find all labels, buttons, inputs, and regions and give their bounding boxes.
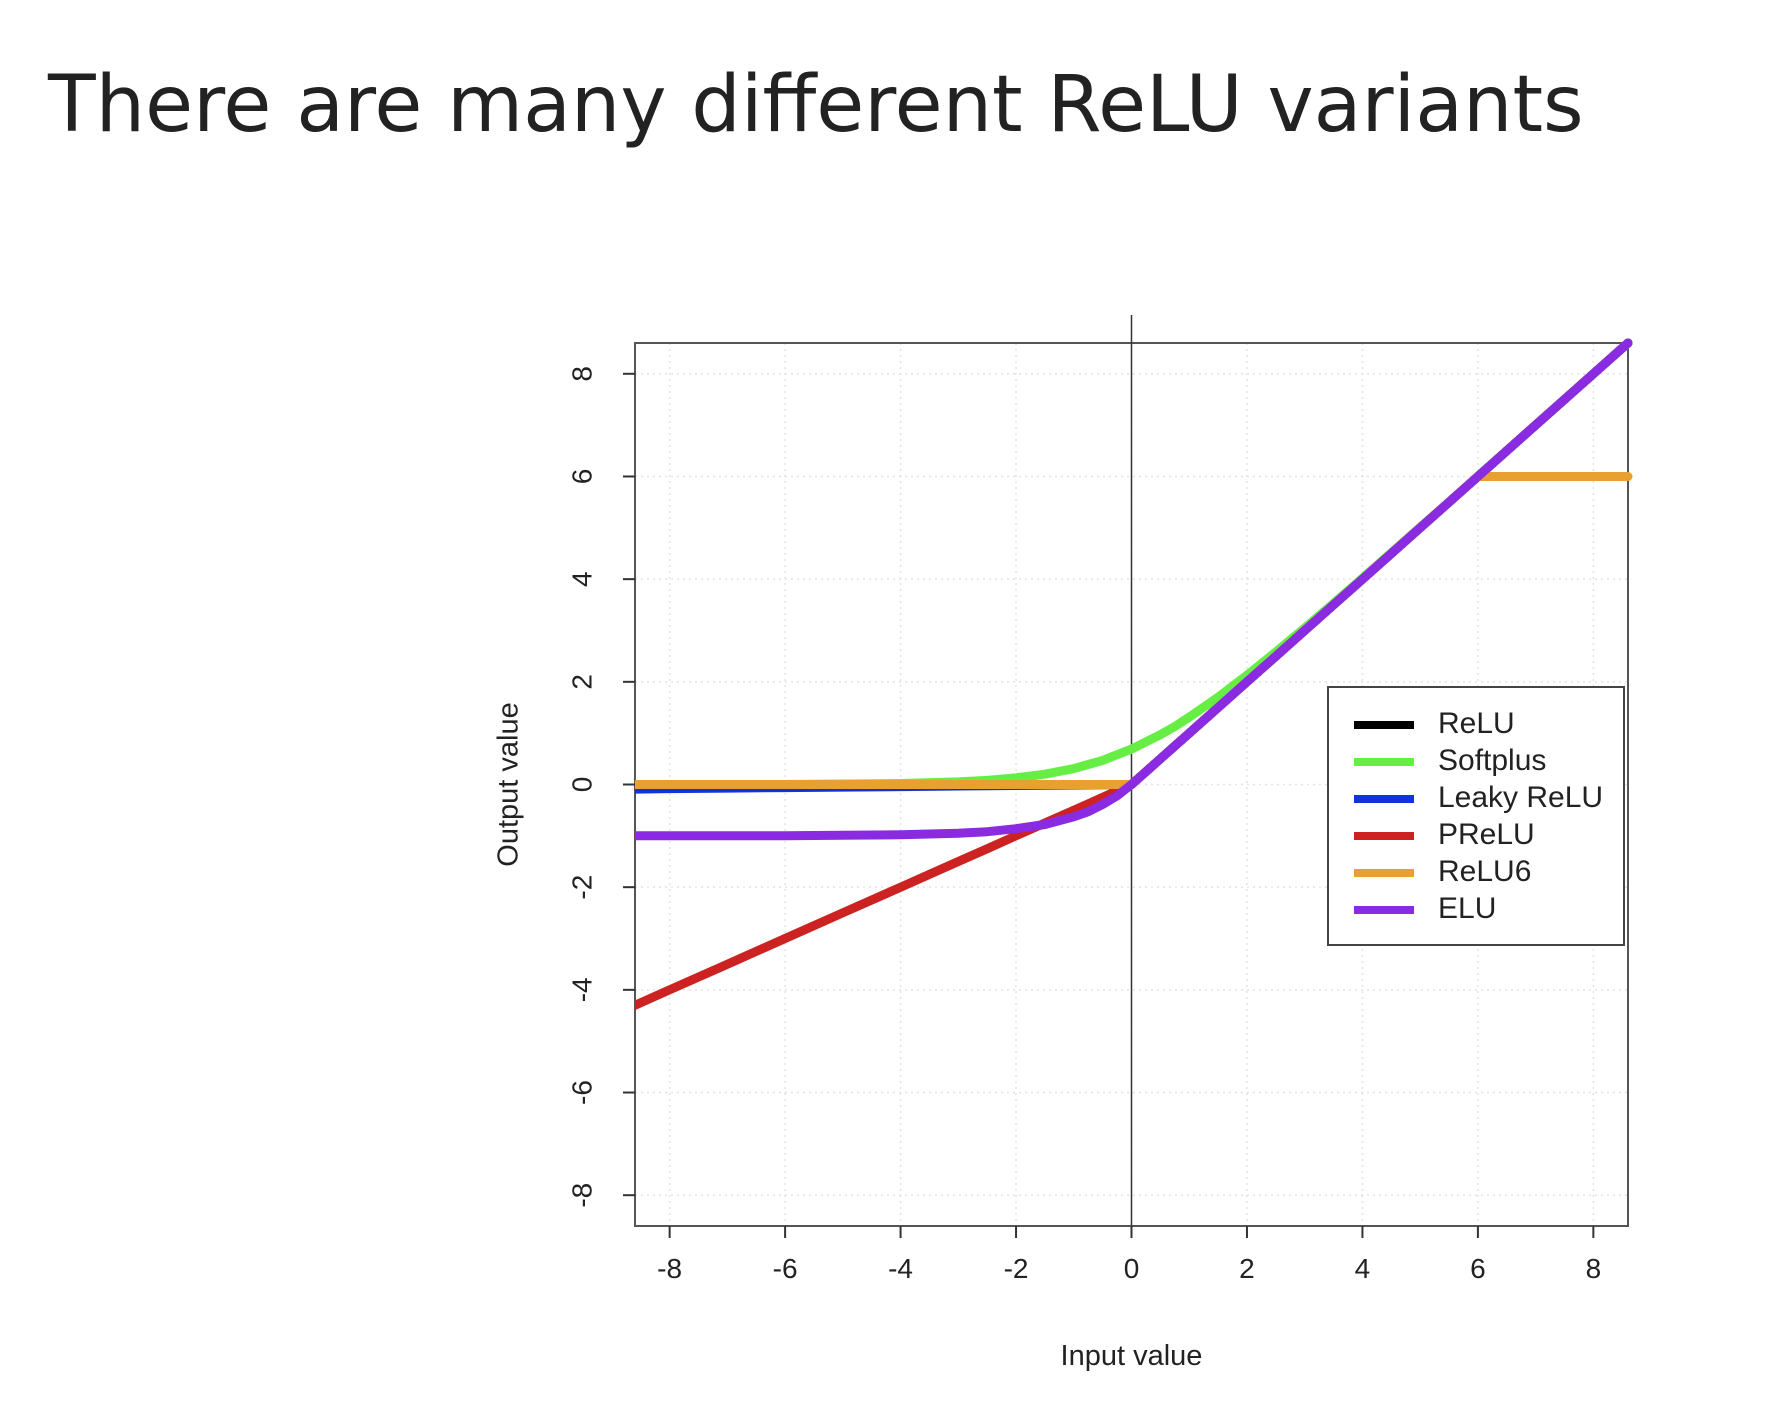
series-lines: [635, 338, 1633, 1010]
y-tick-label: 4: [566, 571, 597, 587]
legend-box: [1327, 686, 1625, 946]
y-tick-label: -2: [566, 875, 597, 900]
slide-title: There are many different ReLU variants: [48, 60, 1584, 150]
x-tick-label: 6: [1470, 1253, 1486, 1284]
x-tick-label: -6: [773, 1253, 798, 1284]
legend: ReLU Softplus Leaky ReLU PReLU ReLU6 ELU: [1327, 686, 1625, 946]
y-tick-label: -8: [566, 1183, 597, 1208]
legend-label-relu: ReLU: [1438, 707, 1515, 740]
y-tick-label: 6: [566, 469, 597, 485]
y-axis-label: Output value: [493, 702, 525, 866]
y-tick-label: 2: [566, 674, 597, 690]
x-tick-label: 8: [1586, 1253, 1602, 1284]
series-line-elu: [635, 338, 1633, 841]
x-axis: -8 -6 -4 -2 0 2 4 6 8: [657, 1226, 1601, 1284]
y-tick-label: 0: [566, 777, 597, 793]
legend-label-relu6: ReLU6: [1438, 855, 1531, 888]
y-tick-label: -6: [566, 1080, 597, 1105]
legend-label-prelu: PReLU: [1438, 818, 1535, 851]
x-tick-label: 4: [1355, 1253, 1371, 1284]
x-tick-label: 2: [1239, 1253, 1255, 1284]
legend-label-leaky-relu: Leaky ReLU: [1438, 781, 1603, 814]
legend-label-elu: ELU: [1438, 892, 1496, 925]
legend-label-softplus: Softplus: [1438, 744, 1546, 777]
x-tick-label: -2: [1004, 1253, 1029, 1284]
x-tick-label: -4: [888, 1253, 913, 1284]
y-axis: -8 -6 -4 -2 0 2 4 6 8: [566, 366, 635, 1208]
y-tick-label: 8: [566, 366, 597, 382]
y-tick-label: -4: [566, 977, 597, 1002]
x-tick-label: 0: [1124, 1253, 1140, 1284]
x-axis-label: Input value: [1061, 1340, 1203, 1372]
x-tick-label: -8: [657, 1253, 682, 1284]
